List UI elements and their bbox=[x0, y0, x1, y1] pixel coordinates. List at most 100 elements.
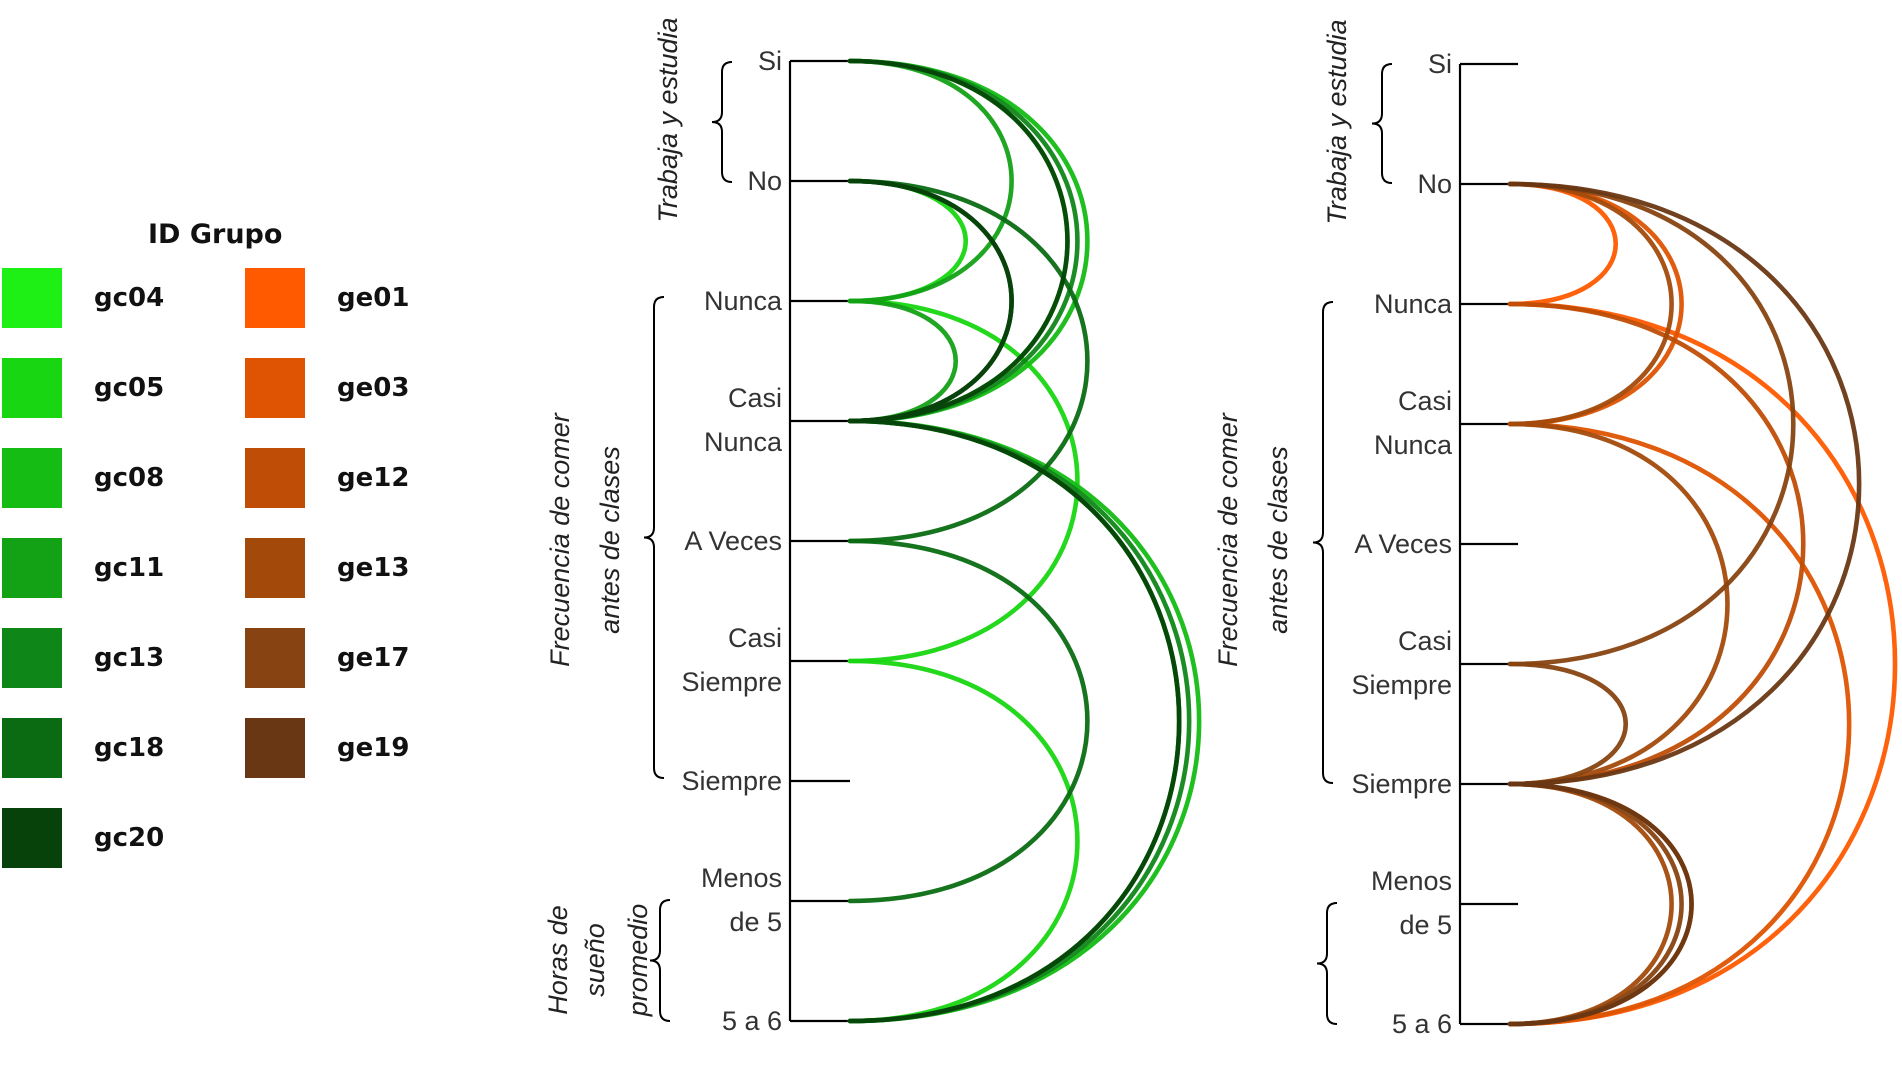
arc-ge03 bbox=[1507, 421, 1852, 1027]
arc-ge19 bbox=[1507, 781, 1694, 1027]
arc-ge17 bbox=[1507, 181, 1796, 667]
legend-item-gc20: gc20 bbox=[2, 808, 164, 868]
axis-group-label-sleep: sueño bbox=[580, 923, 610, 997]
legend-item-gc13: gc13 bbox=[2, 628, 164, 688]
category-label-no: No bbox=[1417, 169, 1452, 199]
eat-brace bbox=[643, 296, 665, 779]
arc-ge13 bbox=[1507, 421, 1730, 787]
category-label-casi_siempre: Casi bbox=[728, 623, 782, 653]
axis-group-label-work: Trabaja y estudia bbox=[1322, 19, 1352, 224]
category-label-si: Si bbox=[1428, 49, 1452, 79]
legend-swatch bbox=[245, 538, 305, 598]
legend-label: ge01 bbox=[337, 283, 410, 313]
legend-item-ge19: ge19 bbox=[245, 718, 409, 778]
arc-ge12 bbox=[1507, 781, 1694, 1027]
legend-swatch bbox=[2, 448, 62, 508]
category-label-menos_5: de 5 bbox=[1399, 910, 1452, 940]
arc-gc05 bbox=[847, 658, 1080, 1024]
legend-swatch bbox=[245, 718, 305, 778]
legend-swatch bbox=[2, 538, 62, 598]
axis-group-label-sleep: Horas de bbox=[543, 905, 573, 1015]
legend-label: gc05 bbox=[94, 373, 165, 403]
axis-group-label-eat: antes de clases bbox=[595, 446, 625, 634]
category-label-casi_siempre: Siempre bbox=[1351, 670, 1452, 700]
legend-item-gc08: gc08 bbox=[2, 448, 164, 508]
category-label-casi_nunca: Nunca bbox=[1374, 430, 1453, 460]
legend-item-gc05: gc05 bbox=[2, 358, 164, 418]
legend-item-ge17: ge17 bbox=[245, 628, 409, 688]
legend-label: ge13 bbox=[337, 553, 410, 583]
arc-gc11 bbox=[847, 418, 1182, 1024]
arc-gc20 bbox=[847, 418, 1182, 1024]
axis-group-label-sleep: promedio bbox=[623, 904, 653, 1018]
legend-swatch bbox=[245, 358, 305, 418]
eat-brace bbox=[1312, 301, 1334, 784]
category-label-si: Si bbox=[758, 46, 782, 76]
axis-group-label-work: Trabaja y estudia bbox=[653, 17, 683, 222]
work-brace bbox=[1371, 63, 1393, 184]
arc-gc18 bbox=[847, 538, 1090, 904]
legend-swatch bbox=[2, 358, 62, 418]
category-label-menos_5: de 5 bbox=[729, 907, 782, 937]
category-label-menos_5: Menos bbox=[701, 863, 782, 893]
category-label-casi_siempre: Casi bbox=[1398, 626, 1452, 656]
arc-ge01 bbox=[1507, 301, 1898, 1027]
category-label-5a6: 5 a 6 bbox=[1392, 1009, 1452, 1039]
legend-label: ge03 bbox=[337, 373, 410, 403]
legend-swatch bbox=[245, 268, 305, 328]
legend-title: ID Grupo bbox=[148, 219, 283, 250]
category-label-casi_nunca: Casi bbox=[728, 383, 782, 413]
arc-gc13 bbox=[847, 418, 1192, 1024]
category-label-5a6: 5 a 6 bbox=[722, 1006, 782, 1036]
arc-ge17 bbox=[1507, 661, 1628, 787]
legend-swatch bbox=[2, 718, 62, 778]
arc-ge17 bbox=[1507, 781, 1684, 1027]
arc-gc05 bbox=[847, 178, 968, 304]
category-label-menos_5: Menos bbox=[1371, 866, 1452, 896]
category-label-siempre: Siempre bbox=[1351, 769, 1452, 799]
category-label-no: No bbox=[747, 166, 782, 196]
category-label-casi_nunca: Nunca bbox=[704, 427, 783, 457]
panel-control: Si No Nunca Casi Nunca A Veces Casi Siempre Siem… bbox=[543, 17, 1202, 1036]
category-label-casi_nunca: Casi bbox=[1398, 386, 1452, 416]
legend-item-ge01: ge01 bbox=[245, 268, 409, 328]
category-label-casi_siempre: Siempre bbox=[681, 667, 782, 697]
category-label-a_veces: A Veces bbox=[1354, 529, 1452, 559]
arc-gc08 bbox=[847, 58, 1090, 424]
axis-group-label-eat: antes de clases bbox=[1263, 446, 1293, 634]
arc-gc04 bbox=[847, 418, 1182, 1024]
arc-gc20 bbox=[847, 58, 1070, 424]
arc-ge19 bbox=[1507, 181, 1862, 787]
legend-swatch bbox=[245, 448, 305, 508]
legend-swatch bbox=[245, 628, 305, 688]
category-label-nunca: Nunca bbox=[704, 286, 783, 316]
category-label-nunca: Nunca bbox=[1374, 289, 1453, 319]
arc-ge13 bbox=[1507, 181, 1674, 427]
legend-label: gc18 bbox=[94, 733, 165, 763]
legend-item-gc04: gc04 bbox=[2, 268, 164, 328]
axis-group-label-eat: Frecuencia de comer bbox=[545, 412, 575, 667]
arc-gc20 bbox=[847, 178, 1014, 424]
panel-experimental: Si No Nunca Casi Nunca A Veces Casi Siempre Siem… bbox=[1213, 19, 1898, 1039]
work-brace bbox=[711, 61, 733, 183]
legend-label: gc11 bbox=[94, 553, 165, 583]
legend-swatch bbox=[2, 268, 62, 328]
legend-label: gc08 bbox=[94, 463, 165, 493]
arc-gc05 bbox=[847, 298, 1080, 664]
sleep-brace bbox=[1316, 902, 1338, 1025]
sleep-brace bbox=[649, 899, 671, 1022]
legend-label: gc13 bbox=[94, 643, 165, 673]
axis-group-label-eat: Frecuencia de comer bbox=[1213, 412, 1243, 667]
legend-label: ge19 bbox=[337, 733, 410, 763]
legend-item-ge12: ge12 bbox=[245, 448, 409, 508]
legend-item-gc11: gc11 bbox=[2, 538, 164, 598]
legend-swatch bbox=[2, 628, 62, 688]
category-label-a_veces: A Veces bbox=[684, 526, 782, 556]
arc-gc11 bbox=[847, 58, 1014, 304]
legend-label: ge17 bbox=[337, 643, 410, 673]
legend-item-ge03: ge03 bbox=[245, 358, 409, 418]
legend-item-gc18: gc18 bbox=[2, 718, 164, 778]
legend-swatch bbox=[2, 808, 62, 868]
